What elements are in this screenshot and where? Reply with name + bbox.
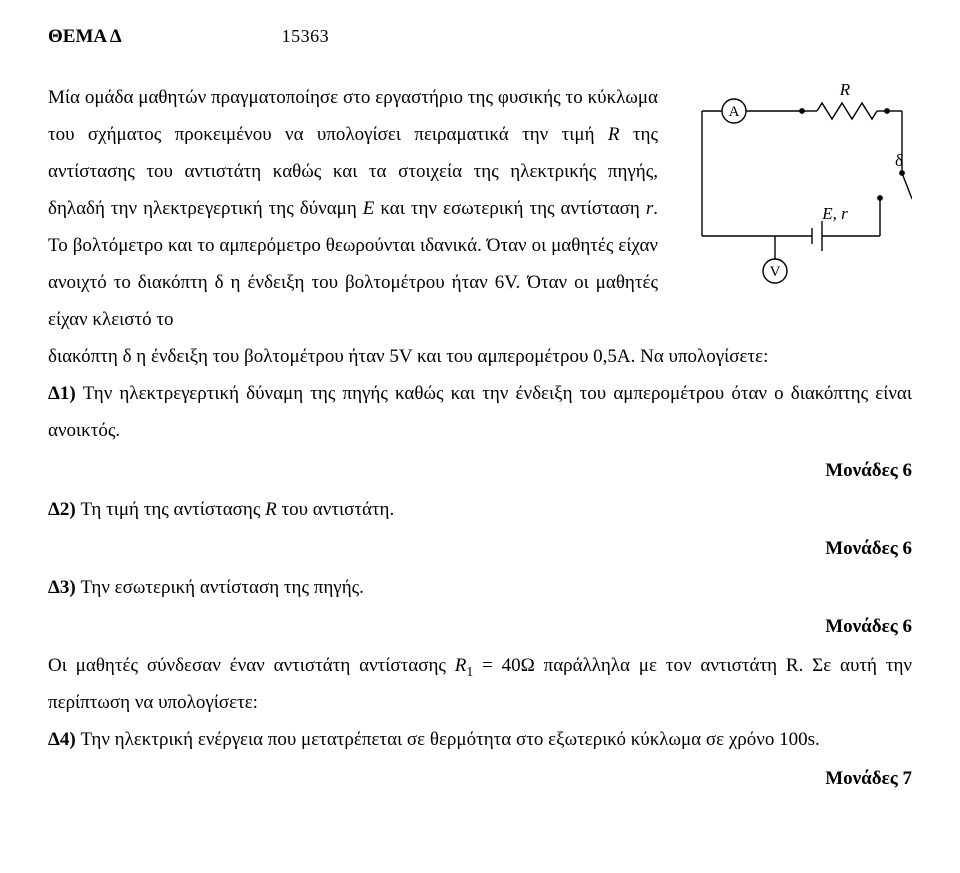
q3-label: Δ3) [48,577,81,598]
q2-R: R [265,499,277,520]
q4-label: Δ4) [48,729,81,750]
q4-text: Την ηλεκτρική ενέργεια που μετατρέπεται … [81,729,820,750]
question-d4: Δ4) Την ηλεκτρική ενέργεια που μετατρέπε… [48,721,912,758]
question-d1: Δ1) Την ηλεκτρεγερτική δύναμη της πηγής … [48,375,912,449]
voltmeter-label: V [770,264,781,280]
bridge-paragraph: Οι μαθητές σύνδεσαν έναν αντιστάτη αντίσ… [48,647,912,721]
intro-paragraph-full: διακόπτη δ η ένδειξη του βολτομέτρου ήτα… [48,338,912,375]
body-area: A V R δ E, r Μία ομάδα μαθητών πραγματοπ… [48,79,912,797]
bridge-R1: R [455,655,467,676]
intro-text-3: και την εσωτερική της αντίσταση [374,198,645,219]
header-row: ΘΕΜΑ Δ 15363 [48,18,912,55]
switch-label: δ [895,151,903,170]
intro-paragraph-narrow: Μία ομάδα μαθητών πραγματοποίησε στο εργ… [48,79,658,338]
section-title: ΘΕΜΑ Δ [48,18,122,55]
q3-marks-line: Μονάδες 6 [48,608,912,645]
ammeter-label: A [729,104,740,120]
q3-marks: Μονάδες 6 [825,616,912,637]
q4-marks: Μονάδες 7 [825,768,912,789]
q2-marks: Μονάδες 6 [825,538,912,559]
circuit-diagram: A V R δ E, r [687,81,912,296]
intro-E: E [363,198,375,219]
q1-marks-line: Μονάδες 6 [48,452,912,489]
q3-text: Την εσωτερική αντίσταση της πηγής. [81,577,364,598]
q1-marks: Μονάδες 6 [825,460,912,481]
intro-R: R [608,124,620,145]
resistor-label: R [839,81,851,99]
intro-text-5: διακόπτη δ η ένδειξη του βολτομέτρου ήτα… [48,346,768,367]
q2-marks-line: Μονάδες 6 [48,530,912,567]
intro-text-1: Μία ομάδα μαθητών πραγματοποίησε στο εργ… [48,87,658,145]
q1-label: Δ1) [48,383,83,404]
source-label: E, r [821,204,848,223]
question-d3: Δ3) Την εσωτερική αντίσταση της πηγής. [48,569,912,606]
bridge-before: Οι μαθητές σύνδεσαν έναν αντιστάτη αντίσ… [48,655,455,676]
question-d2: Δ2) Τη τιμή της αντίστασης R του αντιστά… [48,491,912,528]
q2-text-before: Τη τιμή της αντίστασης [81,499,266,520]
q4-marks-line: Μονάδες 7 [48,760,912,797]
problem-id: 15363 [282,19,330,54]
q1-text: Την ηλεκτρεγερτική δύναμη της πηγής καθώ… [48,383,912,441]
q2-label: Δ2) [48,499,81,520]
page: ΘΕΜΑ Δ 15363 [0,0,960,839]
q2-text-after: του αντιστάτη. [277,499,395,520]
